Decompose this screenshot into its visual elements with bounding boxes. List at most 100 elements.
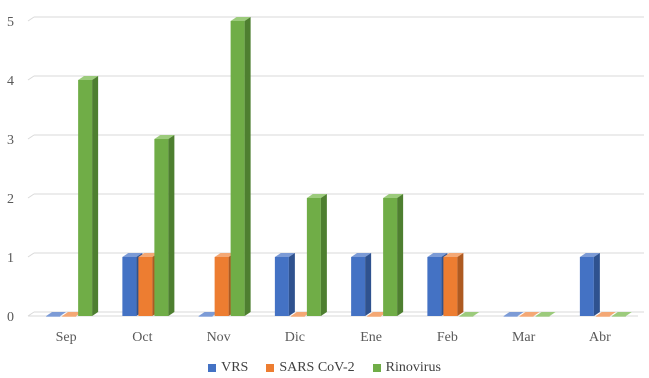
bar-front — [154, 139, 169, 316]
bar-top — [78, 76, 99, 80]
bar-front — [290, 316, 305, 317]
bar-top — [351, 253, 372, 257]
y-tick-label: 2 — [7, 192, 14, 207]
bar-top — [579, 253, 600, 257]
bar-vrs-sep — [46, 312, 67, 317]
legend: VRS SARS CoV-2 Rinovirus — [0, 358, 649, 378]
bar-front — [138, 257, 153, 316]
bar-side — [168, 135, 175, 316]
bar-top — [46, 312, 67, 316]
bar-sars-cov-2-sep — [62, 312, 83, 317]
bar-rinovirus-oct — [154, 135, 175, 316]
bar-top — [535, 312, 556, 316]
x-tick-label: Feb — [437, 330, 458, 345]
legend-swatch-vrs — [208, 364, 217, 372]
x-tick-label: Nov — [207, 330, 231, 345]
gridline-depth — [27, 75, 35, 81]
legend-label-vrs: VRS — [221, 360, 249, 375]
gridlines — [27, 16, 644, 317]
bar-top — [62, 312, 83, 316]
y-tick-label: 0 — [7, 310, 14, 325]
bar-sars-cov-2-feb — [443, 253, 464, 316]
bar-top — [290, 312, 311, 316]
bar-top — [367, 312, 388, 316]
bar-top — [383, 194, 404, 198]
bar-front — [611, 316, 626, 317]
legend-label-rinovirus: Rinovirus — [385, 360, 441, 375]
bar-vrs-dic — [274, 253, 295, 316]
bar-front — [306, 198, 321, 316]
bar-top — [138, 253, 159, 257]
bar-front — [443, 257, 458, 316]
bar-front — [519, 316, 534, 317]
bar-top — [519, 312, 540, 316]
gridline-depth — [27, 193, 35, 199]
gridline-depth — [27, 16, 35, 22]
legend-item-vrs: VRS — [208, 360, 248, 376]
bar-front — [78, 80, 93, 316]
bar-top — [122, 253, 143, 257]
x-tick-label: Mar — [512, 330, 536, 345]
gridline-depth — [27, 252, 35, 258]
bar-front — [122, 257, 137, 316]
bar-top — [503, 312, 524, 316]
bar-top — [214, 253, 235, 257]
bar-front — [214, 257, 229, 316]
bar-sars-cov-2-abr — [595, 312, 616, 317]
bar-front — [535, 316, 550, 317]
bar-vrs-nov — [198, 312, 219, 317]
y-tick-label: 4 — [7, 74, 14, 89]
x-tick-label: Dic — [285, 330, 305, 345]
bar-front — [427, 257, 442, 316]
bar-top — [154, 135, 175, 139]
bar-front — [383, 198, 398, 316]
bar-sars-cov-2-mar — [519, 312, 540, 317]
chart-svg: 0 1 2 3 4 5 Sep Oct Nov Dic Ene Feb Mar Abr — [7, 15, 644, 345]
x-tick-label: Sep — [56, 330, 77, 345]
bar-front — [198, 316, 213, 317]
bar-vrs-abr — [579, 253, 600, 316]
bar-vrs-ene — [351, 253, 372, 316]
bar-top — [459, 312, 480, 316]
bar-rinovirus-abr — [611, 312, 632, 317]
x-axis-ticks: Sep Oct Nov Dic Ene Feb Mar Abr — [56, 330, 611, 345]
bar-rinovirus-mar — [535, 312, 556, 317]
bar-front — [274, 257, 289, 316]
y-axis-ticks: 0 1 2 3 4 5 — [7, 15, 14, 325]
x-tick-label: Abr — [589, 330, 611, 345]
bar-side — [593, 253, 600, 316]
bar-vrs-mar — [503, 312, 524, 317]
bar-front — [62, 316, 77, 317]
legend-swatch-sars-cov-2 — [266, 364, 275, 372]
bar-front — [503, 316, 518, 317]
y-tick-label: 1 — [7, 251, 14, 266]
bar-front — [230, 21, 245, 316]
bar-rinovirus-ene — [383, 194, 404, 316]
y-tick-label: 3 — [7, 133, 14, 148]
bar-top — [427, 253, 448, 257]
bar-top — [198, 312, 219, 316]
bar-top — [230, 17, 251, 21]
x-tick-label: Oct — [132, 330, 152, 345]
bar-top — [306, 194, 327, 198]
bar-top — [595, 312, 616, 316]
bar-front — [46, 316, 61, 317]
bar-front — [351, 257, 366, 316]
y-tick-label: 5 — [7, 15, 14, 30]
legend-swatch-rinovirus — [372, 364, 381, 372]
bars — [46, 17, 632, 317]
bar-side — [397, 194, 404, 316]
bar-side — [288, 253, 295, 316]
bar-rinovirus-nov — [230, 17, 251, 316]
bar-top — [443, 253, 464, 257]
x-tick-label: Ene — [360, 330, 382, 345]
bar-top — [274, 253, 295, 257]
bar-side — [92, 76, 99, 316]
bar-sars-cov-2-dic — [290, 312, 311, 317]
bar-top — [611, 312, 632, 316]
bar-rinovirus-feb — [459, 312, 480, 317]
bar-side — [244, 17, 251, 316]
bar-front — [595, 316, 610, 317]
bar-front — [459, 316, 474, 317]
bar-front — [579, 257, 594, 316]
